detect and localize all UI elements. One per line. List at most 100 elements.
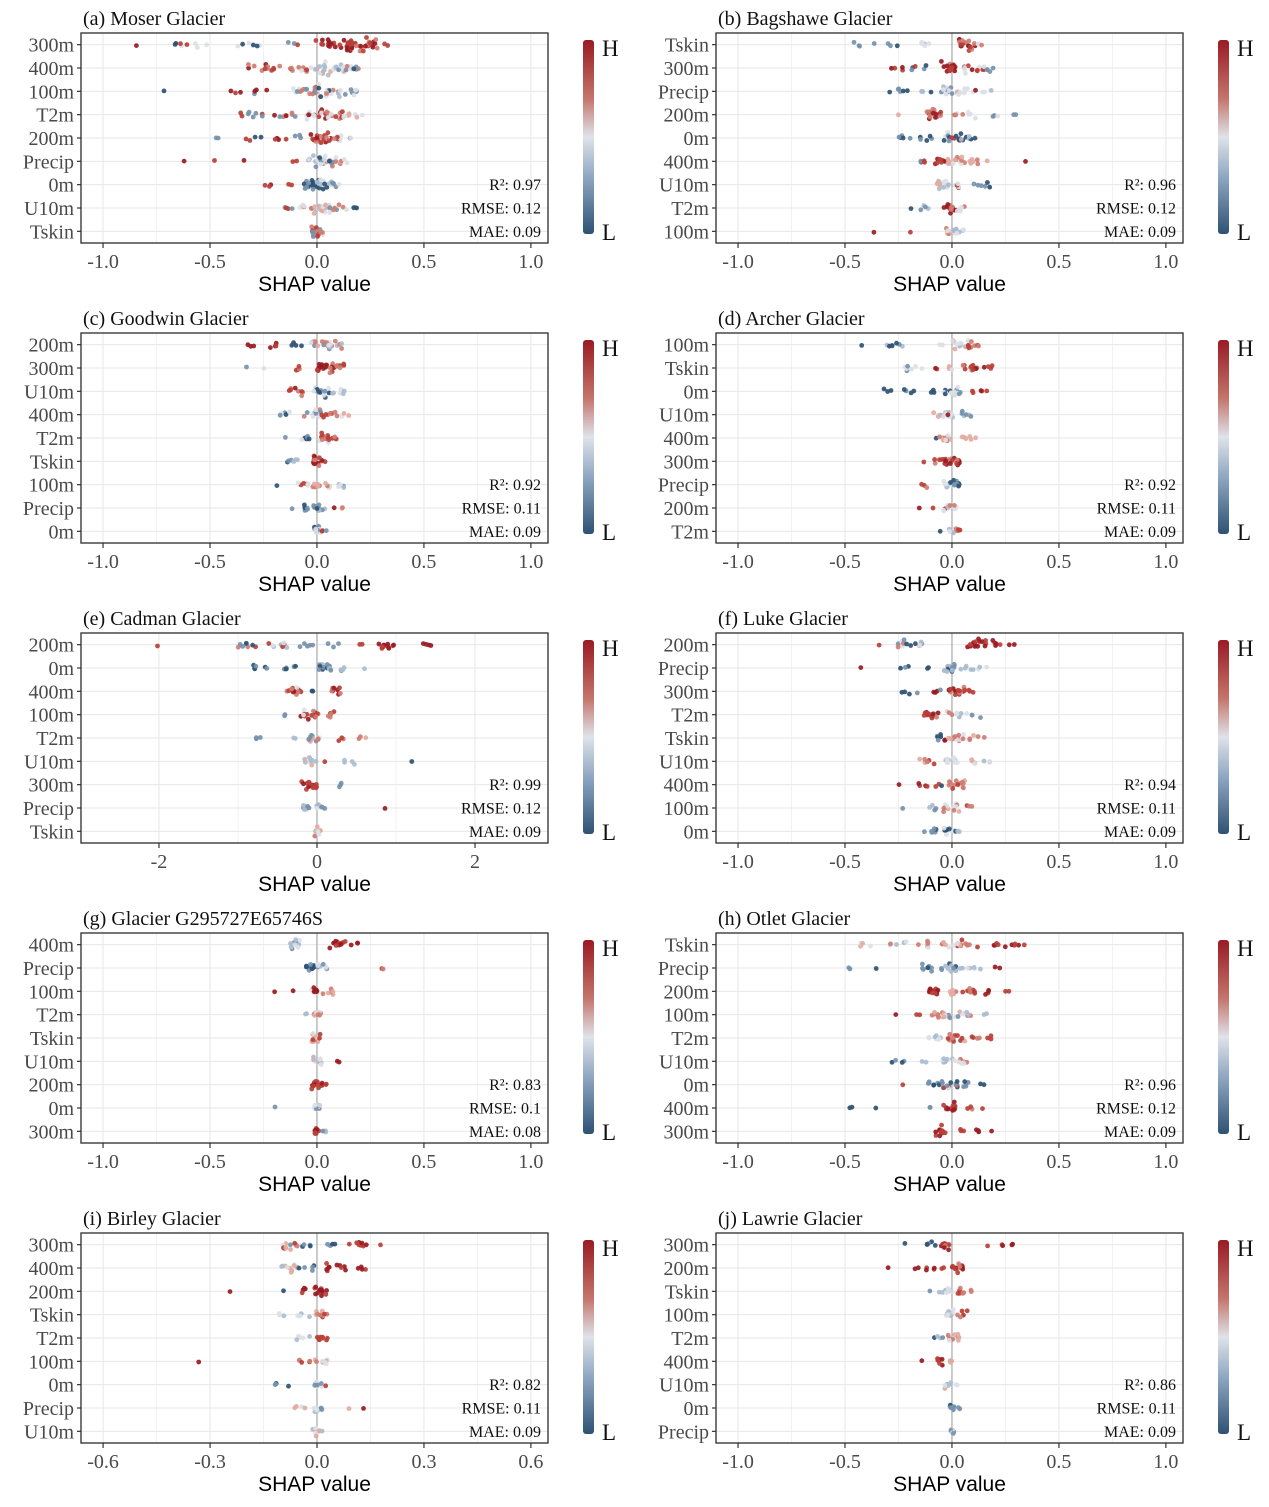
- beeswarm-row-U10m: [931, 408, 974, 420]
- y-label-200m: 200m: [663, 981, 709, 1003]
- x-tick-label: -0.5: [829, 251, 861, 273]
- data-point: [326, 138, 332, 144]
- data-point: [313, 759, 319, 764]
- data-point: [995, 113, 1001, 119]
- data-point: [287, 409, 292, 415]
- data-point: [945, 1312, 951, 1317]
- data-point: [958, 137, 964, 142]
- data-point: [978, 715, 983, 720]
- data-point: [968, 1104, 974, 1110]
- data-point: [313, 225, 319, 231]
- stat-rmse: RMSE: 0.11: [462, 1401, 541, 1418]
- data-point: [281, 1313, 287, 1319]
- data-point: [306, 436, 312, 442]
- data-point: [960, 989, 966, 995]
- data-point: [290, 159, 296, 165]
- data-point: [967, 736, 973, 742]
- beeswarm-row-0m: [881, 384, 990, 398]
- panel-title: (j) Lawrie Glacier: [718, 1208, 863, 1230]
- data-point: [950, 786, 956, 791]
- stat-r2: R²: 0.97: [489, 177, 541, 194]
- x-tick-label: 1.0: [1153, 851, 1178, 873]
- stat-mae: MAE: 0.09: [469, 524, 541, 541]
- stat-rmse: RMSE: 0.11: [462, 501, 541, 518]
- data-point: [261, 366, 267, 371]
- data-point: [916, 781, 922, 786]
- data-point: [306, 157, 312, 162]
- data-point: [960, 736, 966, 742]
- data-point: [292, 1405, 298, 1411]
- data-point: [1011, 112, 1017, 118]
- x-tick-label: 0.5: [1046, 251, 1071, 273]
- beeswarm-row-300m: [889, 59, 996, 76]
- data-point: [339, 346, 344, 351]
- data-point: [310, 182, 316, 188]
- data-point: [317, 1012, 322, 1018]
- data-point: [934, 160, 940, 166]
- data-point: [985, 364, 991, 369]
- y-label-U10m: U10m: [24, 1421, 74, 1443]
- data-point: [320, 68, 326, 74]
- data-point: [303, 1011, 308, 1017]
- data-point: [972, 989, 977, 994]
- data-point: [272, 989, 277, 995]
- panel-b: Tskin 300m Precip 200m 0m 400m U10m T2m 100m -1.0…: [635, 0, 1269, 300]
- y-label-300m: 300m: [663, 58, 709, 80]
- data-point: [932, 1243, 938, 1248]
- data-point: [1021, 942, 1027, 948]
- y-label-200m: 200m: [663, 105, 709, 127]
- data-point: [340, 204, 346, 210]
- data-point: [997, 965, 1003, 971]
- data-point: [314, 135, 320, 141]
- data-point: [323, 528, 329, 533]
- y-label-U10m: U10m: [24, 381, 74, 403]
- data-point: [262, 182, 268, 188]
- data-point: [950, 1263, 956, 1269]
- data-point: [944, 832, 949, 837]
- data-point: [964, 711, 969, 716]
- y-label-T2m: T2m: [671, 1328, 709, 1350]
- data-point: [954, 208, 960, 214]
- data-point: [266, 641, 272, 646]
- data-point: [947, 1287, 952, 1293]
- beeswarm-row-Tskin: [309, 1031, 323, 1045]
- data-point: [326, 390, 332, 396]
- data-point: [317, 455, 322, 461]
- data-point: [935, 737, 941, 743]
- data-point: [391, 642, 396, 648]
- panel-title: (i) Birley Glacier: [83, 1208, 221, 1230]
- data-point: [954, 941, 960, 947]
- data-point: [238, 89, 243, 95]
- data-point: [959, 434, 965, 440]
- data-point: [294, 685, 300, 691]
- data-point: [900, 806, 906, 811]
- data-point: [949, 91, 955, 96]
- beeswarm-row-Tskin: [285, 453, 328, 469]
- data-point: [324, 1267, 330, 1272]
- data-point: [161, 88, 167, 94]
- x-tick-label: -1.0: [87, 251, 119, 273]
- panel-title: (d) Archer Glacier: [718, 308, 865, 330]
- data-point: [320, 230, 325, 235]
- data-point: [942, 1383, 948, 1388]
- data-point: [959, 1035, 965, 1041]
- data-point: [336, 641, 341, 646]
- data-point: [307, 1243, 313, 1249]
- colorbar-high-label: H: [1237, 636, 1254, 661]
- beeswarm-row-200m: [876, 636, 1017, 650]
- stat-r2: R²: 0.92: [489, 477, 541, 494]
- data-point: [314, 824, 320, 830]
- data-point: [981, 735, 987, 740]
- y-label-300m: 300m: [28, 1121, 74, 1143]
- beeswarm-row-Precip: [303, 961, 386, 973]
- data-point: [941, 1245, 947, 1250]
- data-point: [913, 641, 918, 647]
- data-point: [900, 88, 906, 94]
- data-point: [975, 67, 980, 73]
- colorbar-gradient: [583, 40, 594, 234]
- data-point: [959, 205, 964, 210]
- panel-i: 300m 400m 200m Tskin T2m 100m 0m Precip U10m -0.6…: [0, 1200, 634, 1507]
- x-axis-label: SHAP value: [258, 273, 371, 296]
- data-point: [960, 1011, 966, 1017]
- data-point: [326, 158, 332, 164]
